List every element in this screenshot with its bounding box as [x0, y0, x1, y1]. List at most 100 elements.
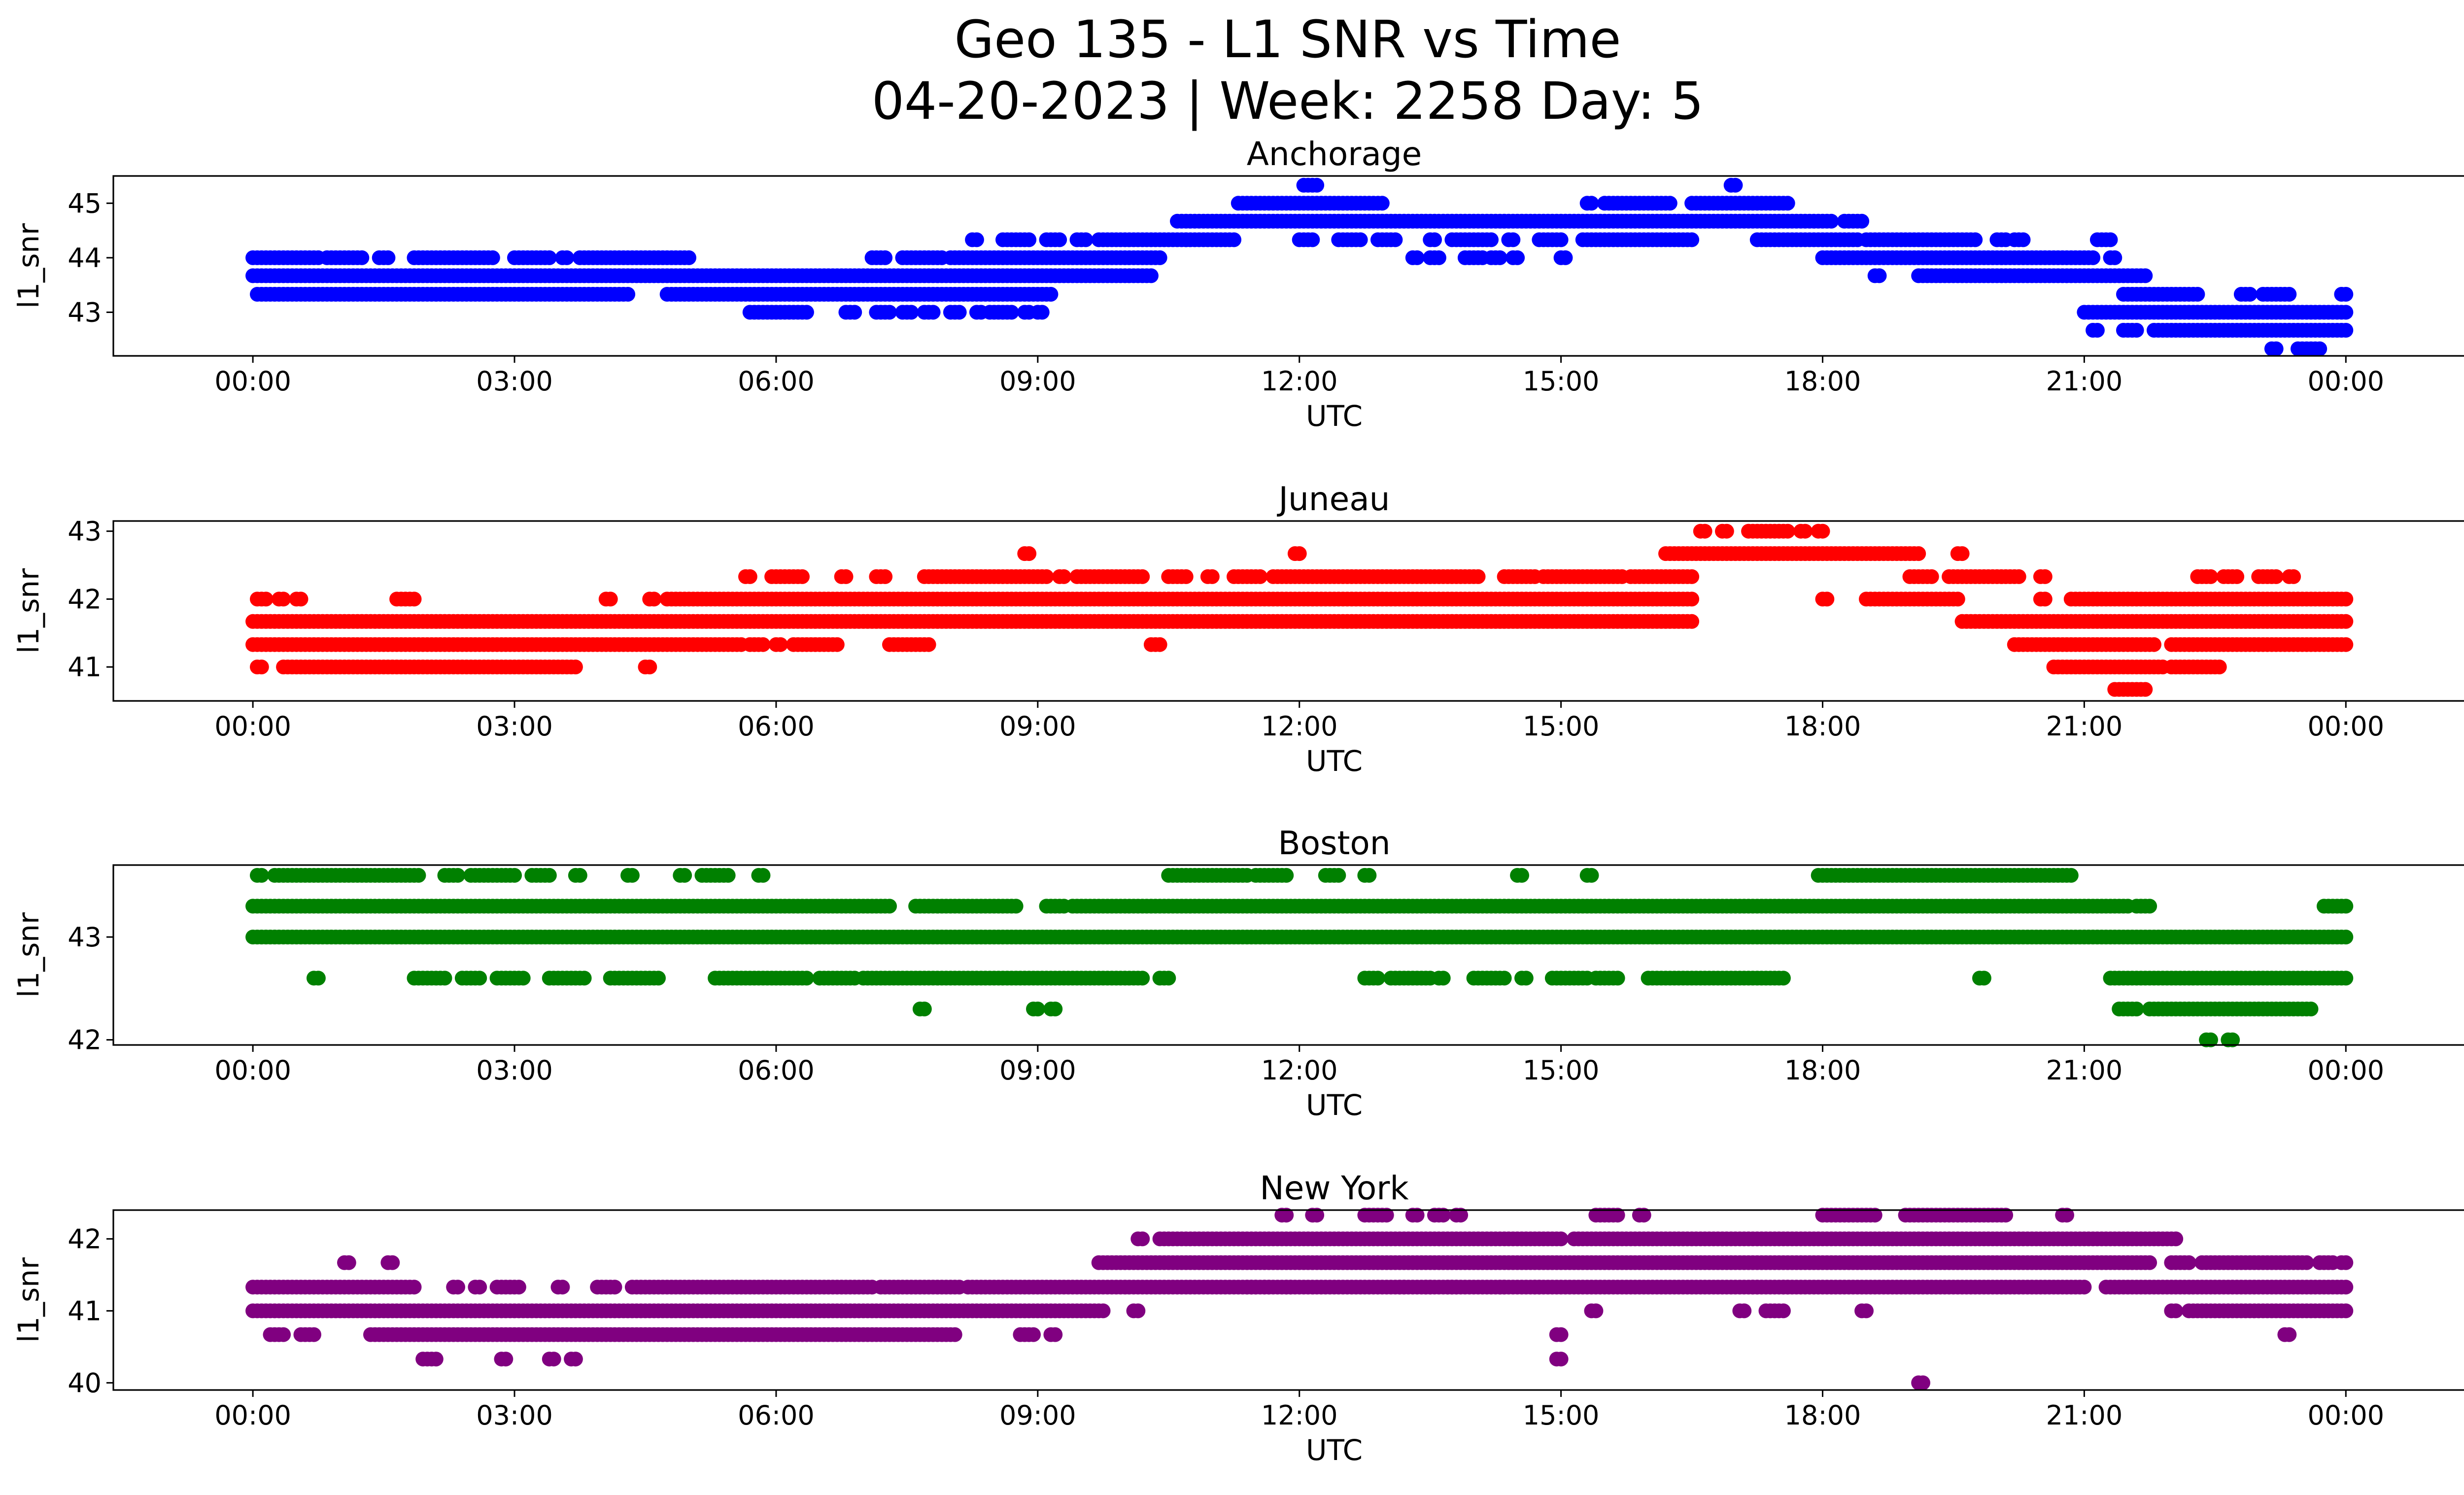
data-point — [310, 971, 326, 986]
data-point — [559, 250, 575, 265]
data-point — [2107, 250, 2122, 265]
data-point — [1052, 232, 1067, 247]
data-point — [1684, 569, 1700, 584]
data-point — [515, 971, 531, 986]
data-point — [1824, 213, 1839, 229]
data-point — [969, 232, 984, 247]
data-point — [603, 591, 618, 607]
data-point — [1427, 232, 1442, 247]
data-point — [1780, 196, 1795, 211]
data-point — [755, 637, 771, 652]
data-point — [2338, 971, 2354, 986]
data-point — [1684, 591, 1700, 607]
data-point — [1309, 177, 1325, 193]
data-point — [1039, 569, 1054, 584]
data-point — [2138, 268, 2153, 283]
x-tick-label: 18:00 — [1784, 711, 1861, 742]
data-point — [878, 250, 893, 265]
y-tick-label: 43 — [68, 922, 102, 953]
data-point — [450, 1280, 465, 1295]
data-point — [2286, 569, 2301, 584]
data-point — [2338, 591, 2354, 607]
data-point — [651, 971, 666, 986]
x-tick-label: 21:00 — [2046, 366, 2123, 397]
data-point — [542, 250, 557, 265]
data-point — [437, 971, 452, 986]
figure-title-line1: Geo 135 - L1 SNR vs Time — [954, 9, 1621, 70]
panel-boston: 00:00 03:00 06:00 09:00 12:00 15:00 18:00 21:00… — [12, 824, 2464, 1122]
figure-title: Geo 135 - L1 SNR vs Time 04-20-2023 | We… — [0, 9, 2464, 132]
data-point — [1353, 232, 1368, 247]
axes-frame — [112, 864, 2464, 1046]
data-point — [755, 868, 771, 883]
y-axis-label: l1_snr — [12, 223, 45, 309]
data-point — [1776, 971, 1791, 986]
y-axis-label: l1_snr — [12, 568, 45, 654]
data-point — [1292, 546, 1307, 561]
figure-title-line2: 04-20-2023 | Week: 2258 Day: 5 — [871, 70, 1704, 131]
data-point — [917, 1002, 932, 1016]
data-point — [1553, 232, 1569, 247]
data-point — [1954, 546, 1970, 561]
data-point — [407, 591, 422, 607]
x-tick-label: 21:00 — [2046, 711, 2123, 742]
data-point — [838, 569, 854, 584]
data-point — [2103, 232, 2118, 247]
data-point — [882, 899, 897, 914]
data-point — [607, 1280, 622, 1295]
data-point — [1506, 232, 1521, 247]
data-point — [2089, 323, 2105, 338]
x-tick-label: 06:00 — [738, 1055, 815, 1086]
data-point — [2212, 660, 2227, 675]
data-point — [742, 569, 757, 584]
data-point — [2268, 569, 2284, 584]
y-tick-label: 44 — [68, 243, 102, 274]
data-point — [572, 868, 587, 883]
data-point — [1034, 305, 1050, 320]
data-point — [624, 868, 640, 883]
panel-new-york: 00:00 03:00 06:00 09:00 12:00 15:00 18:00 21:00… — [12, 1169, 2464, 1467]
data-point — [829, 637, 845, 652]
series-new-york — [245, 1208, 2354, 1391]
data-point — [1227, 232, 1241, 247]
data-point — [1558, 250, 1573, 265]
x-tick-label: 15:00 — [1523, 711, 1600, 742]
data-point — [2282, 287, 2297, 302]
data-point — [2268, 341, 2284, 356]
y-tick-label: 43 — [68, 516, 102, 547]
x-tick-label: 00:00 — [2307, 366, 2384, 397]
axes-frame — [112, 520, 2464, 702]
data-point — [952, 305, 967, 320]
data-point — [1497, 971, 1512, 986]
x-tick-label: 03:00 — [476, 711, 553, 742]
data-point — [568, 660, 583, 675]
data-point — [2086, 250, 2101, 265]
data-point — [1854, 213, 1870, 229]
data-point — [1305, 232, 1320, 247]
data-point — [720, 868, 736, 883]
x-tick-label: 00:00 — [214, 366, 291, 397]
data-point — [411, 868, 426, 883]
panel-title: Boston — [1278, 824, 1390, 862]
data-point — [341, 1255, 356, 1270]
series-boston — [245, 868, 2354, 1047]
data-point — [1911, 546, 1926, 561]
data-point — [2338, 1255, 2354, 1270]
data-point — [2181, 1255, 2196, 1270]
data-point — [1819, 591, 1835, 607]
data-point — [677, 868, 692, 883]
data-point — [2303, 1002, 2319, 1016]
y-tick-label: 42 — [68, 1025, 102, 1056]
data-point — [1798, 523, 1813, 539]
data-point — [795, 569, 810, 584]
x-tick-label: 18:00 — [1784, 1055, 1861, 1086]
series-juneau — [245, 523, 2354, 697]
panel-title: Juneau — [1276, 480, 1390, 518]
data-point — [2077, 1280, 2092, 1295]
data-point — [258, 591, 274, 607]
data-point — [1004, 305, 1019, 320]
data-point — [2190, 287, 2205, 302]
data-point — [1279, 868, 1294, 883]
data-point — [1022, 546, 1037, 561]
